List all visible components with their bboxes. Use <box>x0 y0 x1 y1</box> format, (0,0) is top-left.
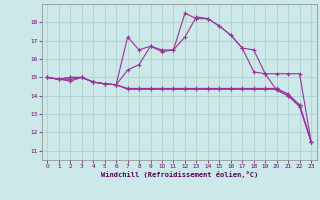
X-axis label: Windchill (Refroidissement éolien,°C): Windchill (Refroidissement éolien,°C) <box>100 171 258 178</box>
